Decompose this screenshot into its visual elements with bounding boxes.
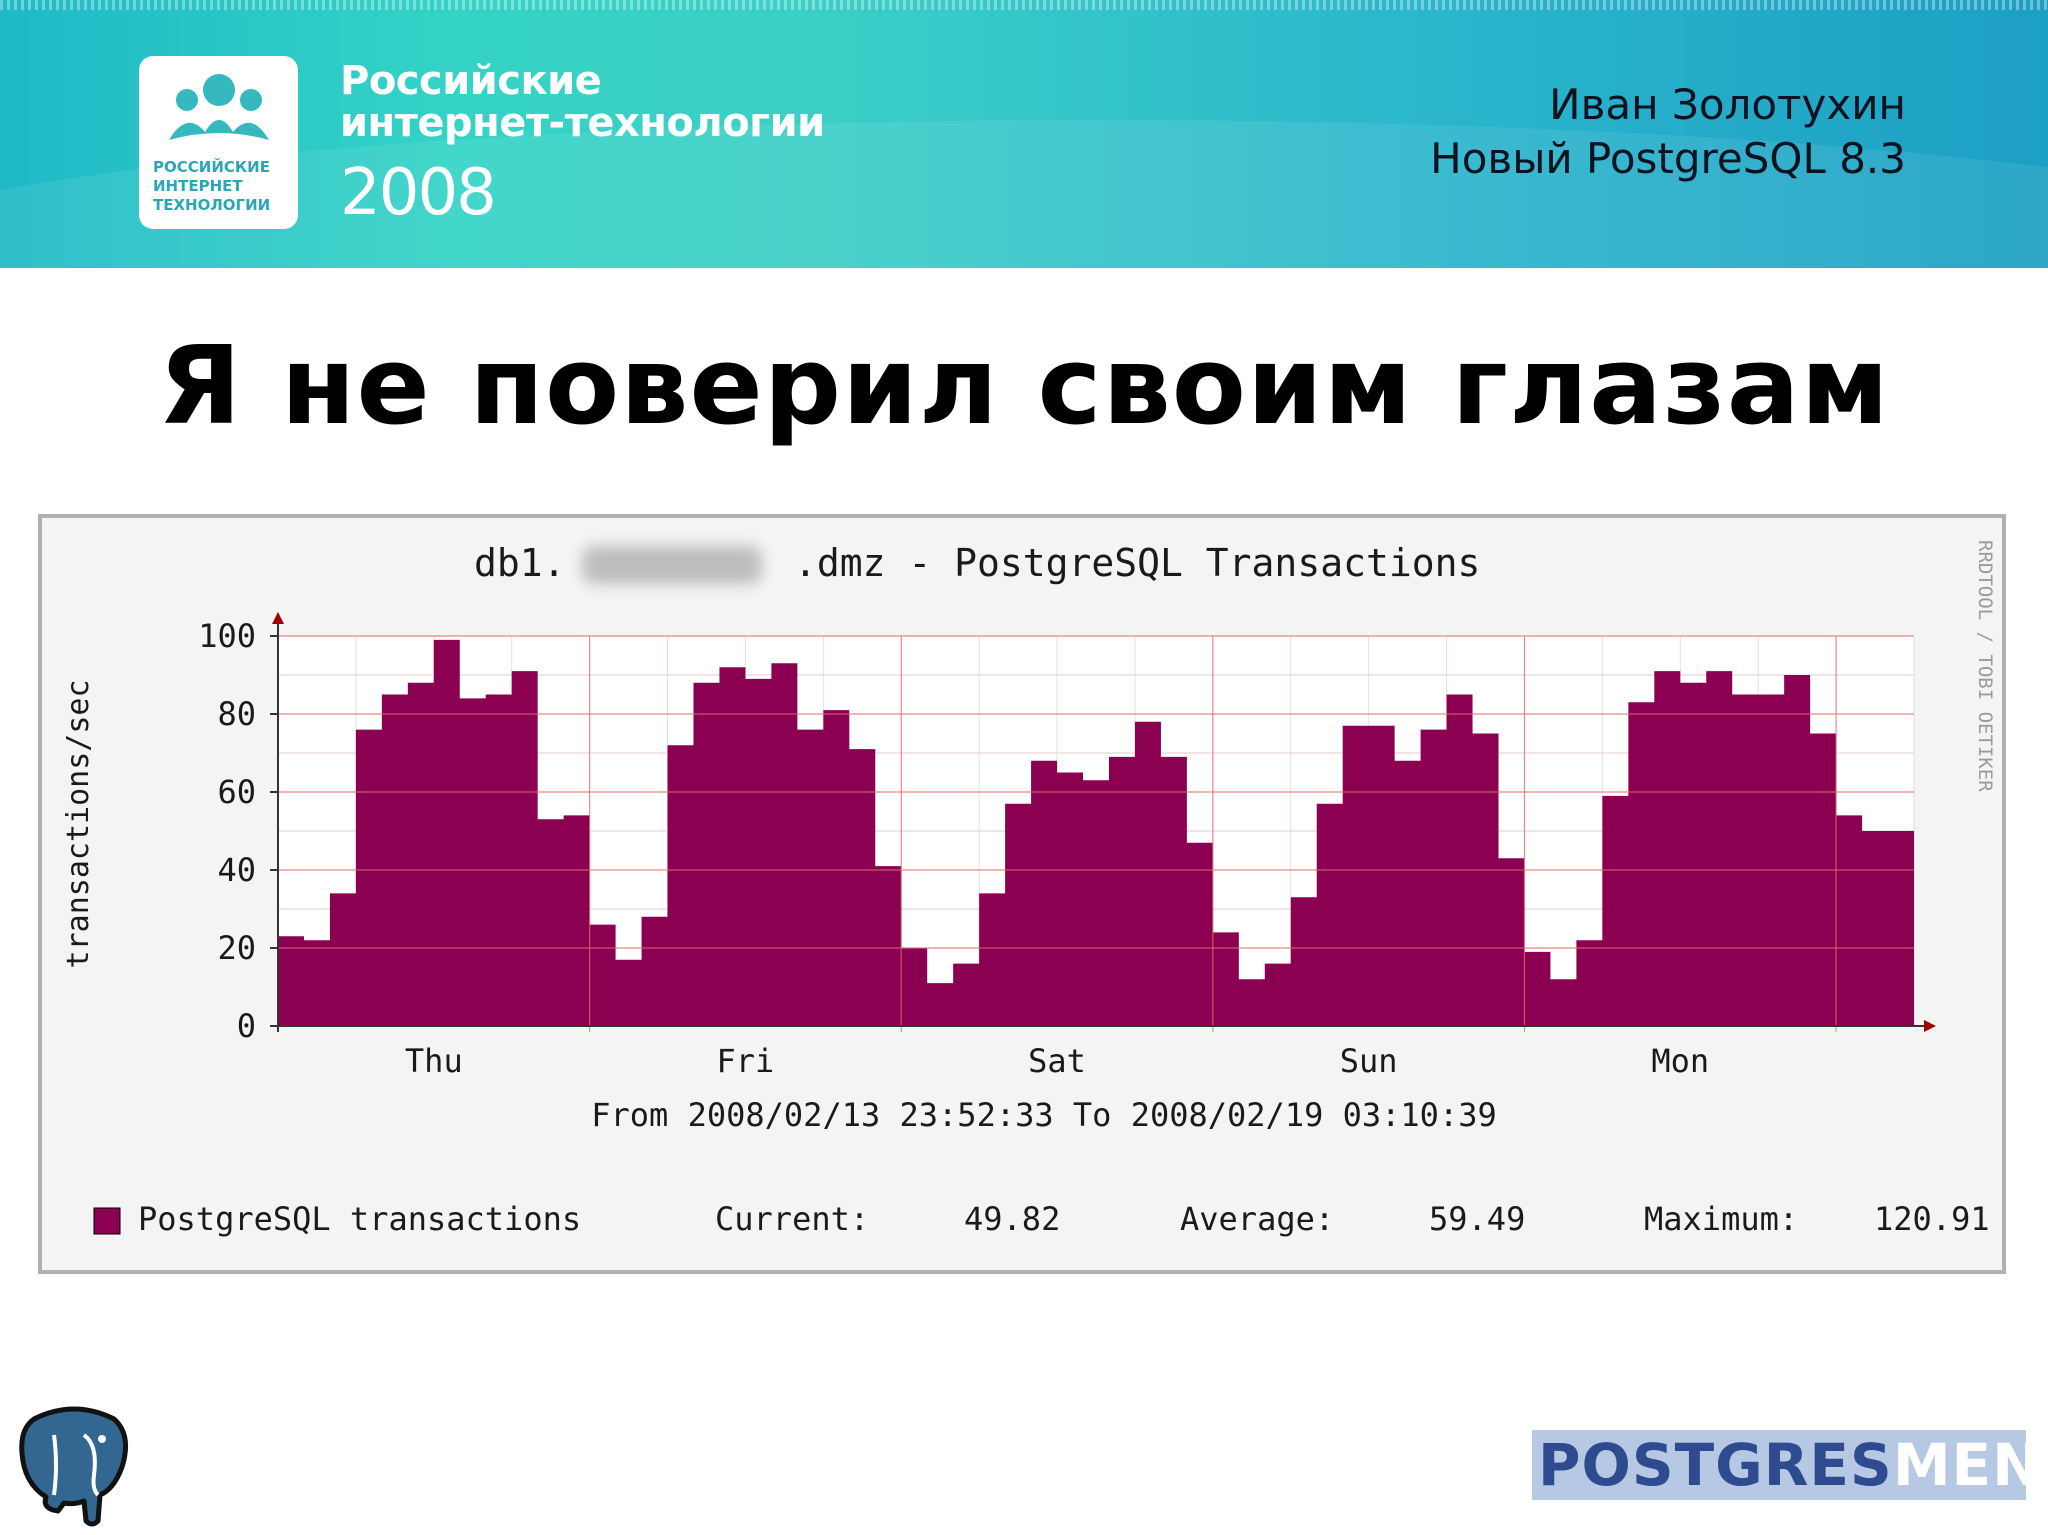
legend-average-label: Average:	[1180, 1200, 1334, 1238]
x-tick-label: Fri	[717, 1042, 775, 1080]
logo-line: ТЕХНОЛОГИИ	[153, 196, 271, 214]
slide-title: Я не поверил своим глазам	[158, 324, 1890, 449]
time-range-caption: From 2008/02/13 23:52:33 To 2008/02/19 0…	[591, 1096, 1496, 1134]
legend-swatch	[93, 1207, 121, 1235]
y-tick-label: 0	[237, 1007, 256, 1045]
legend-maximum-label: Maximum:	[1644, 1200, 1798, 1238]
y-tick-label: 60	[217, 773, 256, 811]
y-tick-label: 80	[217, 695, 256, 733]
series-area	[278, 639, 1914, 1026]
legend-current-value: 49.82	[964, 1200, 1060, 1238]
chart-title-suffix: .dmz - PostgreSQL Transactions	[794, 541, 1480, 585]
chart-frame: db1. .dmz - PostgreSQL Transactions tran…	[38, 514, 2006, 1274]
postgresql-elephant-icon	[19, 1406, 129, 1527]
chart-title-prefix: db1.	[474, 541, 566, 585]
people-icon	[169, 74, 269, 140]
transactions-chart: db1. .dmz - PostgreSQL Transactions tran…	[61, 540, 1996, 1238]
brand-line-2: интернет-технологии	[340, 100, 825, 146]
legend-maximum-value: 120.91	[1874, 1200, 1990, 1238]
x-axis-arrow	[1924, 1020, 1936, 1032]
conference-year: 2008	[340, 156, 497, 230]
legend-current-label: Current:	[715, 1200, 869, 1238]
brand-line-1: Российские	[340, 58, 602, 104]
talk-title: Новый PostgreSQL 8.3	[1430, 134, 1906, 183]
legend-average-value: 59.49	[1429, 1200, 1525, 1238]
x-tick-label: Mon	[1651, 1042, 1709, 1080]
logo-text: РОССИЙСКИЕ ИНТЕРНЕТ ТЕХНОЛОГИИ	[153, 158, 293, 215]
postgresmen-logo-part1: POSTGRES	[1538, 1431, 1893, 1499]
x-tick-label: Sun	[1340, 1042, 1398, 1080]
postgresmen-logo: POSTGRESMEN	[1532, 1430, 2041, 1500]
y-axis-label: transactions/sec	[61, 680, 96, 969]
logo-line: РОССИЙСКИЕ	[153, 158, 270, 176]
author-name: Иван Золотухин	[1549, 80, 1906, 129]
logo-line: ИНТЕРНЕТ	[153, 177, 243, 195]
x-tick-label: Sat	[1028, 1042, 1086, 1080]
legend-series-name: PostgreSQL transactions	[138, 1200, 581, 1238]
x-tick-label: Thu	[405, 1042, 463, 1080]
y-tick-label: 40	[217, 851, 256, 889]
y-tick-label: 100	[198, 617, 256, 655]
rrdtool-watermark: RRDTOOL / TOBI OETIKER	[1974, 540, 1996, 792]
redacted-hostname	[582, 546, 762, 584]
conference-name: Российские интернет-технологии	[340, 60, 825, 144]
postgresmen-logo-part2: MEN	[1892, 1431, 2042, 1499]
y-axis-arrow	[272, 612, 284, 624]
header-banner: РОССИЙСКИЕ ИНТЕРНЕТ ТЕХНОЛОГИИ Российски…	[0, 0, 2048, 268]
y-tick-label: 20	[217, 929, 256, 967]
author-block: Иван Золотухин Новый PostgreSQL 8.3	[1430, 78, 1906, 186]
conference-logo: РОССИЙСКИЕ ИНТЕРНЕТ ТЕХНОЛОГИИ	[139, 56, 298, 229]
